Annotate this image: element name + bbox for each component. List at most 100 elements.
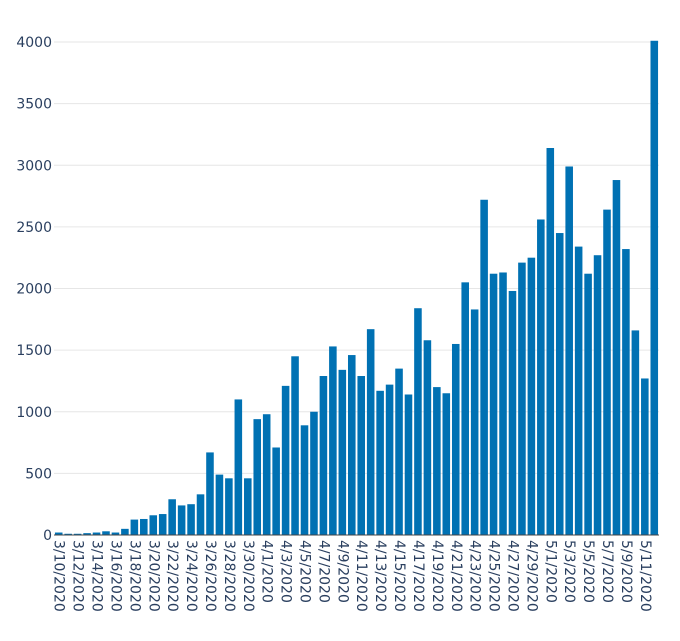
x-tick-label: 5/7/2020 — [599, 540, 615, 603]
bar — [347, 355, 356, 535]
y-axis-ticks: 0 500 1000 1500 2000 2500 3000 3500 4000 — [16, 35, 52, 544]
bar — [158, 514, 167, 535]
bar — [537, 219, 545, 536]
x-tick-label: 3/26/2020 — [202, 540, 218, 612]
bar — [650, 40, 659, 536]
y-tick-label: 1000 — [16, 405, 52, 421]
x-tick-label: 4/23/2020 — [467, 540, 483, 612]
bar — [546, 148, 555, 535]
bar — [508, 290, 517, 535]
x-tick-label: 3/30/2020 — [240, 540, 256, 612]
bar — [177, 505, 186, 535]
bar — [366, 329, 375, 535]
bar — [121, 528, 129, 535]
bar — [130, 519, 139, 535]
x-tick-label: 4/27/2020 — [504, 540, 520, 612]
bar — [565, 166, 573, 536]
x-tick-label: 4/9/2020 — [334, 540, 350, 603]
bar — [574, 246, 583, 535]
x-tick-label: 4/13/2020 — [372, 540, 388, 612]
bar — [357, 376, 366, 535]
bar — [404, 394, 413, 535]
bar — [244, 478, 252, 535]
bar — [168, 499, 176, 535]
y-tick-label: 2000 — [16, 282, 52, 298]
bar — [480, 199, 488, 535]
bar — [234, 399, 243, 535]
bar — [489, 273, 498, 535]
bar — [414, 308, 422, 535]
y-tick-label: 2500 — [16, 220, 52, 236]
bar — [149, 515, 158, 535]
bar — [281, 385, 290, 535]
bar — [338, 369, 347, 535]
bar — [631, 330, 640, 535]
x-tick-label: 5/11/2020 — [637, 540, 653, 612]
x-tick-label: 4/1/2020 — [259, 540, 275, 603]
bar — [83, 533, 91, 535]
x-tick-label: 3/24/2020 — [183, 540, 199, 612]
bar — [329, 346, 337, 535]
bar — [584, 273, 592, 535]
x-tick-label: 3/12/2020 — [70, 540, 86, 612]
bars — [54, 40, 659, 536]
bar — [300, 425, 309, 535]
x-tick-label: 3/20/2020 — [145, 540, 161, 612]
x-tick-label: 4/17/2020 — [410, 540, 426, 612]
y-tick-label: 3500 — [16, 97, 52, 113]
bar — [291, 356, 299, 535]
bar — [622, 249, 630, 535]
x-tick-label: 4/3/2020 — [278, 540, 294, 603]
bar — [470, 309, 479, 535]
bar — [92, 532, 101, 535]
bar — [385, 384, 394, 535]
bar — [376, 390, 384, 535]
y-tick-label: 4000 — [16, 35, 52, 51]
bar — [423, 340, 432, 535]
x-tick-label: 3/22/2020 — [164, 540, 180, 612]
bar — [187, 504, 195, 535]
bar — [54, 532, 63, 535]
y-tick-label: 1500 — [16, 343, 52, 359]
x-tick-label: 5/3/2020 — [561, 540, 577, 603]
bar — [612, 180, 621, 536]
x-tick-label: 3/16/2020 — [107, 540, 123, 612]
x-axis-ticks: 3/10/2020 3/12/2020 3/14/2020 3/16/2020 3/18… — [51, 540, 653, 612]
x-tick-label: 4/7/2020 — [315, 540, 331, 603]
x-tick-label: 3/18/2020 — [126, 540, 142, 612]
x-tick-label: 5/1/2020 — [542, 540, 558, 603]
bar — [206, 452, 214, 535]
bar — [527, 257, 536, 535]
bar — [319, 376, 328, 535]
bar — [225, 478, 233, 535]
x-tick-label: 5/5/2020 — [580, 540, 596, 603]
bar — [111, 532, 120, 535]
bar — [253, 419, 262, 535]
y-tick-label: 3000 — [16, 158, 52, 174]
x-tick-label: 3/14/2020 — [89, 540, 105, 612]
x-tick-label: 4/29/2020 — [523, 540, 539, 612]
bar — [395, 368, 403, 535]
x-tick-label: 4/5/2020 — [297, 540, 313, 603]
bar — [442, 393, 451, 535]
gridlines — [54, 41, 659, 474]
bar — [262, 414, 271, 535]
x-tick-label: 3/10/2020 — [51, 540, 67, 612]
bar — [64, 533, 72, 535]
bar — [215, 474, 224, 535]
bar — [140, 518, 148, 535]
bar — [499, 272, 507, 535]
bar — [272, 447, 280, 535]
bar — [310, 411, 318, 535]
bar — [451, 343, 460, 535]
bar — [73, 533, 82, 535]
y-tick-label: 500 — [25, 466, 52, 482]
x-tick-label: 3/28/2020 — [221, 540, 237, 612]
bar — [603, 209, 611, 535]
bar — [433, 387, 441, 535]
x-tick-label: 4/25/2020 — [486, 540, 502, 612]
x-tick-label: 4/15/2020 — [391, 540, 407, 612]
x-tick-label: 4/21/2020 — [448, 540, 464, 612]
x-tick-label: 4/11/2020 — [353, 540, 369, 612]
